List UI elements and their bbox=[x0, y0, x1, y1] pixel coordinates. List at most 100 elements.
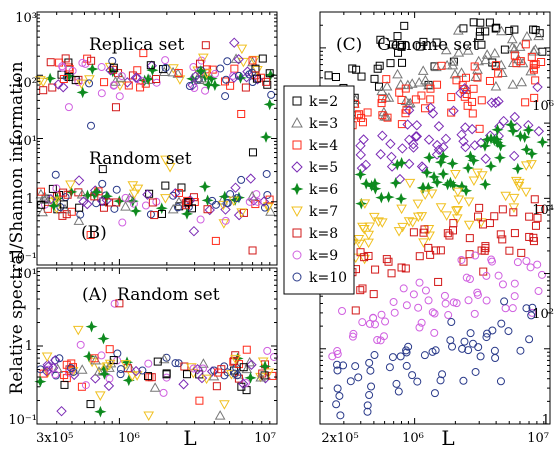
panel-c-point-k=7 bbox=[404, 178, 416, 189]
panel-c-xtick-1e6: 10⁶ bbox=[402, 431, 424, 446]
panel-b-point bbox=[236, 208, 248, 218]
panel-c-point-k=10 bbox=[392, 379, 401, 388]
panel-b-point bbox=[201, 194, 214, 207]
panel-c-point-k=7 bbox=[359, 199, 371, 209]
panel-b-point bbox=[187, 79, 198, 91]
panel-c-point-k=8 bbox=[465, 234, 474, 243]
panel-a-point bbox=[82, 350, 96, 363]
panel-c-point-k=8 bbox=[431, 246, 440, 255]
panel-c-point-k=4 bbox=[447, 93, 456, 102]
panel-a-xtick-3e5: 3x10⁵ bbox=[36, 431, 73, 446]
panel-c-point-k=5 bbox=[460, 122, 471, 133]
panel-a-point bbox=[81, 381, 90, 390]
panel-c-point-k=3 bbox=[507, 79, 519, 89]
panel-b-point bbox=[74, 78, 83, 87]
panel-b-ytick-1000: 10³ bbox=[15, 11, 37, 26]
panel-c-point-k=5 bbox=[458, 136, 469, 147]
panel-c-point-k=9 bbox=[389, 297, 398, 306]
panel-c-point-k=6 bbox=[464, 150, 477, 163]
panel-c-point-k=8 bbox=[358, 284, 367, 293]
panel-c-point-k=9 bbox=[428, 308, 437, 317]
panel-a-point bbox=[171, 359, 180, 368]
panel-c-point-k=10 bbox=[459, 376, 468, 385]
panel-b-point bbox=[201, 86, 210, 95]
panel-b-point bbox=[65, 180, 76, 190]
panel-a-point bbox=[122, 374, 135, 387]
panel-c-point-k=6 bbox=[382, 191, 395, 203]
panel-b-ytick-01: 10⁻¹ bbox=[8, 251, 37, 266]
panel-b-point bbox=[223, 57, 232, 66]
panel-c-point-k=6 bbox=[437, 168, 450, 180]
panel-b-point bbox=[229, 71, 238, 80]
panel-b-ytick-100: 10² bbox=[15, 76, 37, 91]
panel-a-point bbox=[104, 362, 115, 372]
panel-c-point-k=9 bbox=[510, 292, 519, 301]
panel-c-point-k=8 bbox=[401, 264, 410, 273]
panel-b-point bbox=[85, 79, 94, 88]
panel-c-point-k=10 bbox=[428, 347, 437, 356]
panel-c-point-k=2 bbox=[477, 40, 486, 49]
panel-b-point bbox=[112, 185, 121, 194]
panel-c-point-k=9 bbox=[338, 307, 347, 316]
panel-c-point-k=2 bbox=[510, 25, 519, 34]
panel-b-point bbox=[248, 246, 257, 255]
panel-c-point-k=9 bbox=[424, 296, 433, 305]
panel-a-point bbox=[212, 382, 221, 391]
panel-c-point-k=9 bbox=[414, 303, 423, 312]
panel-c-point-k=2 bbox=[352, 65, 361, 74]
panel-b-point bbox=[177, 183, 186, 192]
panel-c-point-k=4 bbox=[510, 51, 519, 60]
panel-c-point-k=10 bbox=[464, 346, 473, 355]
panel-c-point-k=10 bbox=[528, 303, 537, 312]
panel-b-point bbox=[47, 200, 60, 212]
panel-b-point bbox=[86, 63, 99, 75]
panel-a-point bbox=[90, 373, 101, 384]
panel-c-point-k=5 bbox=[533, 126, 545, 137]
panel-c-point-k=10 bbox=[448, 342, 457, 351]
panel-a-annotation: Random set bbox=[117, 285, 220, 305]
panel-a-point bbox=[198, 364, 207, 373]
panel-c-point-k=10 bbox=[333, 360, 342, 369]
panel-b-point bbox=[222, 75, 231, 84]
panel-b-point bbox=[146, 61, 155, 70]
panel-b-point bbox=[157, 209, 166, 218]
panel-c-point-k=8 bbox=[498, 235, 507, 244]
panel-b-annotation-random: Random set bbox=[89, 149, 192, 169]
panel-c-point-k=2 bbox=[481, 27, 490, 36]
panel-c-point-k=8 bbox=[356, 248, 365, 257]
panel-c-point-k=10 bbox=[476, 352, 485, 361]
panel-c-point-k=5 bbox=[425, 102, 436, 113]
panel-c-point-k=6 bbox=[446, 157, 459, 170]
panel-b-point bbox=[48, 83, 57, 92]
panel-a-point bbox=[115, 299, 124, 308]
panel-b-point bbox=[161, 181, 170, 190]
panel-b-point bbox=[239, 208, 248, 217]
panel-c-point-k=5 bbox=[480, 153, 491, 164]
panel-b-point bbox=[124, 192, 135, 203]
panel-a-point bbox=[255, 372, 267, 382]
panel-c-point-k=7 bbox=[358, 224, 370, 235]
panel-c-point-k=10 bbox=[438, 370, 447, 379]
panel-c-point-k=6 bbox=[455, 180, 468, 193]
panel-b-point bbox=[174, 69, 183, 78]
panel-c-point-k=3 bbox=[528, 45, 539, 56]
panel-c-point-k=7 bbox=[463, 220, 475, 231]
panel-b-point bbox=[202, 78, 215, 91]
panel-a-ytick-01: 10⁻¹ bbox=[8, 413, 37, 428]
panel-c-point-k=9 bbox=[522, 256, 531, 265]
panel-a-point bbox=[258, 360, 272, 373]
panel-b-point bbox=[184, 198, 193, 207]
panel-c-point-k=4 bbox=[358, 118, 367, 127]
panel-c-point-k=5 bbox=[355, 149, 366, 161]
panel-c-point-k=9 bbox=[526, 263, 535, 272]
panel-c-point-k=7 bbox=[416, 212, 428, 222]
panel-c-point-k=9 bbox=[534, 287, 543, 296]
panel-a-point bbox=[189, 364, 198, 373]
panel-c-point-k=3 bbox=[376, 85, 388, 96]
panel-b-point bbox=[86, 231, 95, 240]
panel-b-point bbox=[109, 63, 118, 72]
panel-c-point-k=3 bbox=[392, 68, 403, 79]
legend-label-k=8: k=8 bbox=[309, 226, 338, 242]
panel-c-point-k=6 bbox=[437, 150, 450, 163]
panel-c-point-k=5 bbox=[375, 149, 386, 160]
